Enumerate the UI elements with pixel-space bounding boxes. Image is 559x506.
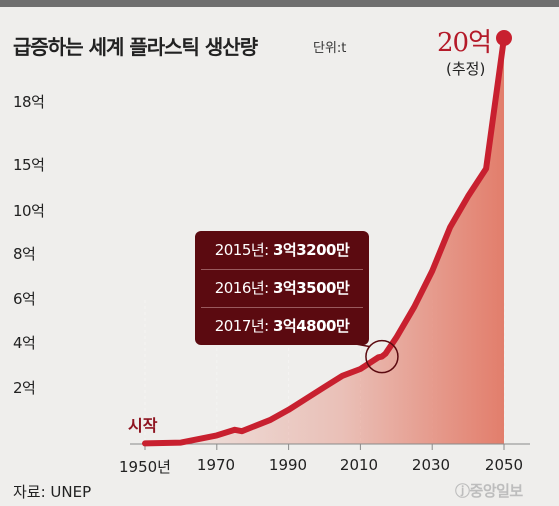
y-tick-label-18: 18억 bbox=[13, 93, 45, 111]
callout-value: 3억3500만 bbox=[273, 279, 350, 297]
y-tick-label-4: 4억 bbox=[13, 334, 36, 352]
y-tick-label-8: 8억 bbox=[13, 245, 36, 263]
source-label: 자료: UNEP bbox=[13, 483, 92, 501]
callout-divider bbox=[201, 307, 363, 308]
end-point-dot bbox=[496, 30, 512, 46]
start-label: 시작 bbox=[128, 416, 158, 435]
callout-box: 2015년: 3억3200만 2016년: 3억3500만 2017년: 3억4… bbox=[195, 231, 369, 345]
y-tick-label-10: 10억 bbox=[13, 202, 45, 220]
x-tick-label-1990: 1990 bbox=[268, 456, 308, 474]
y-tick-label-6: 6억 bbox=[13, 290, 36, 308]
x-tick-label-1950: 1950년 bbox=[119, 458, 171, 476]
callout-value: 3억4800만 bbox=[273, 317, 350, 335]
chart-title: 급증하는 세계 플라스틱 생산량 bbox=[13, 35, 258, 59]
highlight-circle bbox=[365, 339, 399, 374]
callout-row-2017: 2017년: 3억4800만 bbox=[195, 307, 369, 345]
end-note-label: (추정) bbox=[446, 60, 486, 78]
callout-row-2015: 2015년: 3억3200만 bbox=[195, 231, 369, 269]
series-line bbox=[142, 35, 507, 447]
y-tick-label-15: 15억 bbox=[13, 156, 45, 174]
callout-year: 2015년: bbox=[214, 241, 270, 259]
logo-text: 중앙일보 bbox=[469, 482, 524, 500]
x-tick-label-2030: 2030 bbox=[411, 456, 451, 474]
callout-value: 3억3200만 bbox=[273, 241, 350, 259]
publisher-logo: ⓙ중앙일보 bbox=[455, 482, 524, 500]
unit-label: 단위:t bbox=[313, 41, 347, 56]
x-tick-label-1970: 1970 bbox=[196, 456, 236, 474]
callout-divider bbox=[201, 269, 363, 270]
callout-row-2016: 2016년: 3억3500만 bbox=[195, 269, 369, 307]
y-tick-label-2: 2억 bbox=[13, 379, 36, 397]
x-tick-label-2010: 2010 bbox=[339, 456, 379, 474]
callout-year: 2016년: bbox=[214, 279, 270, 297]
area-fill bbox=[145, 38, 504, 444]
top-bar bbox=[0, 0, 559, 7]
callout-year: 2017년: bbox=[214, 317, 270, 335]
x-tick-label-2050: 2050 bbox=[484, 456, 524, 474]
end-value-label: 20억 bbox=[437, 28, 492, 58]
